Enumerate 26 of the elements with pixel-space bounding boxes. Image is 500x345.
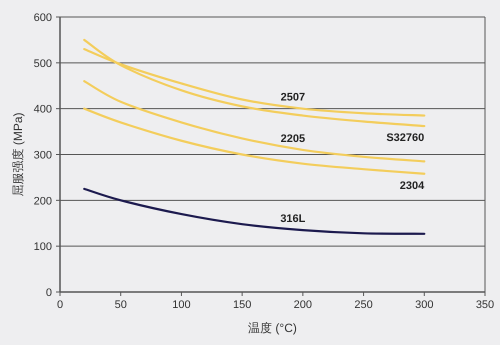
- y-tick-label: 200: [34, 195, 52, 208]
- y-axis-title: 屈服强度 (MPa): [11, 112, 25, 196]
- line-series: [83, 80, 426, 162]
- x-tick-label: 200: [294, 299, 312, 311]
- line-series: [83, 108, 426, 175]
- x-tick-label: 50: [114, 299, 127, 311]
- y-tick-label: 0: [46, 287, 52, 299]
- y-tick-label: 500: [34, 58, 52, 70]
- series-label: 316L: [280, 213, 306, 226]
- line-series: [83, 38, 426, 128]
- y-tick-label: 300: [34, 150, 52, 162]
- x-tick-label: 250: [354, 299, 373, 311]
- y-tick-label: 600: [34, 12, 52, 24]
- x-tick-label: 0: [56, 299, 64, 311]
- x-tick-label: 100: [172, 299, 191, 311]
- y-tick-label: 400: [34, 104, 52, 116]
- series-label: 2205: [280, 132, 306, 145]
- x-tick-label: 150: [232, 299, 252, 311]
- series-label: 2507: [280, 92, 306, 104]
- x-tick-label: 300: [415, 299, 434, 311]
- series-label: S32760: [386, 132, 424, 144]
- x-tick-label: 350: [476, 299, 494, 311]
- y-tick-label: 100: [34, 241, 52, 254]
- series-label: 2304: [400, 180, 426, 192]
- line-series: [83, 188, 426, 235]
- x-axis-title: 温度 (°C): [248, 321, 297, 335]
